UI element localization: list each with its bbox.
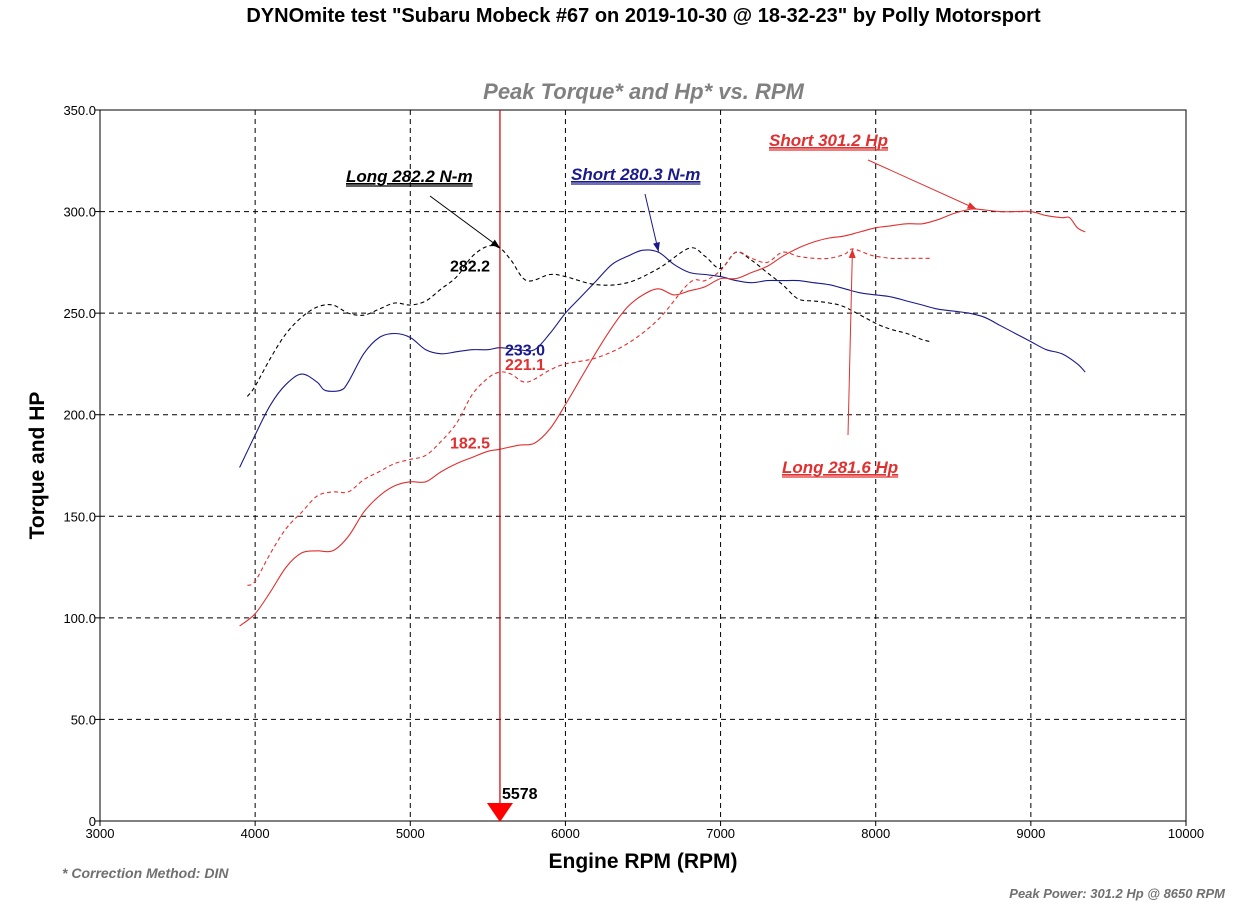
x-tick-label: 7000 — [706, 826, 735, 841]
series-layer — [239, 208, 1086, 627]
y-tick-label: 0 — [89, 814, 96, 829]
y-tick-label: 150.0 — [63, 509, 96, 524]
point-value-label: 182.5 — [450, 435, 490, 452]
annotation-arrow-line — [644, 193, 660, 252]
annotation-arrow-line — [429, 195, 501, 249]
page-title: DYNOmite test "Subaru Mobeck #67 on 2019… — [246, 5, 1041, 27]
annotation-arrow-line — [867, 159, 977, 210]
annotation-layer: Long 282.2 N-m Short 280.3 N-m Short 301.2… — [346, 131, 977, 478]
x-tick-label: 8000 — [861, 826, 890, 841]
long-torque-line — [246, 244, 931, 397]
annotation-arrow-head — [848, 248, 856, 258]
x-tick-label: 6000 — [551, 826, 580, 841]
point-value-label: 233.0 — [505, 343, 545, 360]
annotation-label: Short 280.3 N-m — [571, 165, 700, 184]
correction-method-note: * Correction Method: DIN — [62, 865, 229, 881]
axes-layer: 3000 4000 5000 6000 7000 8000 9000 10000 0 50.0 10… — [63, 103, 1204, 841]
y-tick-label: 300.0 — [63, 205, 96, 220]
x-tick-label: 5000 — [396, 826, 425, 841]
chart-title: Peak Torque* and Hp* vs. RPM — [483, 79, 804, 104]
rpm-marker-triangle — [486, 803, 513, 822]
peak-power-note: Peak Power: 301.2 Hp @ 8650 RPM — [1009, 886, 1225, 901]
x-tick-label: 3000 — [86, 826, 115, 841]
annotation-label: Long 281.6 Hp — [782, 458, 898, 477]
annotation-label: Long 282.2 N-m — [346, 167, 473, 186]
y-tick-label: 200.0 — [63, 408, 96, 423]
x-tick-label: 9000 — [1016, 826, 1045, 841]
plot-frame — [99, 109, 1187, 822]
y-tick-label: 350.0 — [63, 103, 96, 118]
rpm-marker-label: 5578 — [502, 786, 538, 803]
y-axis-title: Torque and HP — [26, 392, 49, 540]
x-tick-label: 4000 — [241, 826, 270, 841]
short-torque-line — [239, 249, 1086, 468]
annotation-arrow-head — [966, 202, 977, 210]
rpm-marker-layer: 5578 — [486, 110, 538, 822]
grid-layer — [100, 110, 1186, 821]
y-tick-label: 50.0 — [71, 712, 96, 727]
long-power-line — [247, 248, 930, 586]
annotation-label: Short 301.2 Hp — [769, 131, 888, 150]
annotation-arrow-line — [847, 248, 853, 436]
point-value-label: 221.1 — [505, 357, 545, 374]
y-tick-label: 100.0 — [63, 611, 96, 626]
short-power-line — [239, 208, 1086, 627]
annotation-arrow-head — [653, 242, 660, 252]
x-axis-title: Engine RPM (RPM) — [549, 850, 738, 873]
point-value-label: 282.2 — [450, 259, 490, 276]
x-tick-label: 10000 — [1168, 826, 1204, 841]
y-tick-label: 250.0 — [63, 306, 96, 321]
annotation-arrow-head — [490, 239, 500, 248]
